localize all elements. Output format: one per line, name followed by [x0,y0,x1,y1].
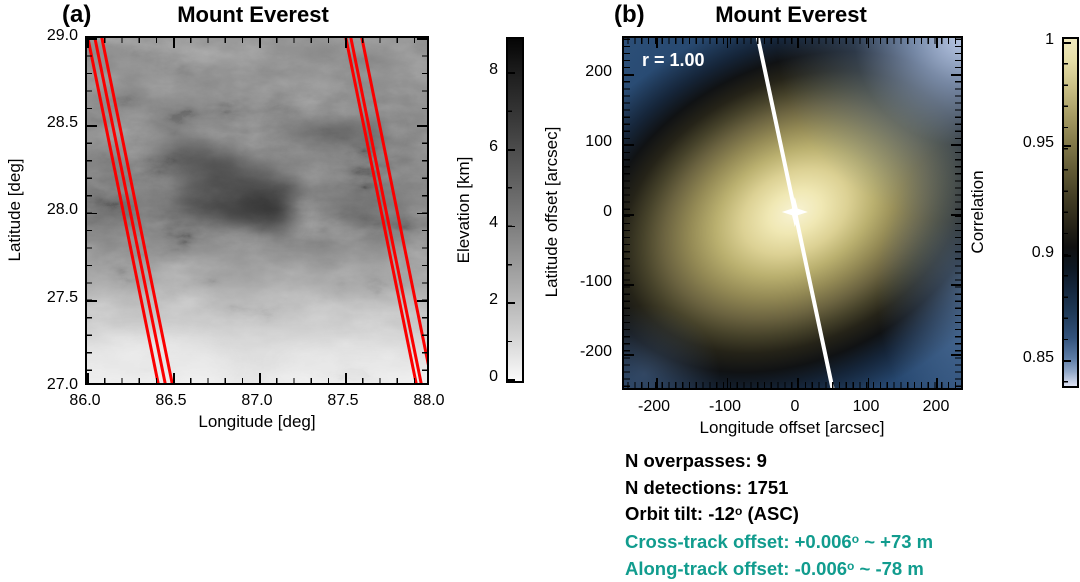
axis-tick-mark [1064,360,1071,362]
panel-b-x-tick: 200 [922,398,950,415]
panel-a-x-tick: 86.5 [155,392,187,409]
annotation-superscript: o [847,558,855,573]
axis-tick-mark [1064,145,1071,147]
panel-b-y-tick: 100 [585,133,612,150]
annotation-text: Orbit tilt: -12 [625,503,735,524]
correlation-colorbar-tick: 0.95 [1022,134,1054,151]
elevation-colorbar-tick: 4 [489,214,498,231]
elevation-colorbar [506,37,524,383]
panel-a-y-tick: 28.5 [46,114,78,131]
annotation-text: (ASC) [742,503,799,524]
panel-b-x-tick: 100 [852,398,880,415]
elevation-colorbar-tick: 2 [489,291,498,308]
axis-tick-mark [508,302,515,304]
correlation-colorbar-tick: 0.85 [1022,349,1054,366]
panel-b-y-tick: 200 [585,63,612,80]
panel-b-label: (b) [614,1,645,28]
elevation-colorbar-tick: 0 [489,368,498,385]
elevation-map-plot [85,36,429,385]
elevation-colorbar-title: Elevation [km] [454,156,473,264]
panel-a-y-tick: 28.0 [46,201,78,218]
panel-b-x-axis-title: Longitude offset [arcsec] [699,418,885,437]
annotation-n-overpasses: N overpasses: 9 [625,450,767,474]
elevation-colorbar-tick: 6 [489,138,498,155]
elevation-map-image [87,38,427,383]
axis-tick-mark [1064,42,1071,44]
axis-tick-mark [508,149,515,151]
annotation-text: Along-track offset: -0.006 [625,558,848,579]
correlation-colorbar-title: Correlation [968,170,987,254]
annotation-text: N overpasses: 9 [625,450,767,471]
annotation-superscript: o [851,531,860,546]
annotation-text: ~ +73 m [859,531,934,552]
panel-b-x-tick: -100 [708,398,742,415]
axis-tick-mark [508,379,515,381]
panel-b-y-tick: -100 [579,273,612,290]
panel-a-x-tick: 86.0 [69,392,101,409]
elevation-colorbar-tick: 8 [489,61,498,78]
annotation-along-track-offset: Along-track offset: -0.006o ~ -78 m [625,558,924,582]
panel-a-title: Mount Everest [177,2,329,27]
correlation-heatmap-plot: r = 1.00 [622,36,963,390]
panel-b-y-tick: -200 [579,343,612,360]
annotation-text: ~ -78 m [854,558,924,579]
correlation-colorbar [1062,37,1079,388]
panel-b-y-tick: 0 [603,203,612,220]
axis-tick-mark [508,225,515,228]
axis-tick-mark [508,72,515,74]
panel-a-y-tick: 29.0 [46,27,78,44]
annotation-n-detections: N detections: 1751 [625,477,788,501]
panel-a-y-tick: 27.0 [46,376,78,393]
annotation-cross-track-offset: Cross-track offset: +0.006o ~ +73 m [625,531,933,555]
annotation-superscript: o [734,503,743,518]
panel-b-title: Mount Everest [715,2,867,27]
panel-b-x-tick: -200 [637,398,671,415]
correlation-colorbar-tick: 0.9 [1031,244,1054,261]
annotation-orbit-tilt: Orbit tilt: -12o (ASC) [625,503,799,527]
panel-a-x-tick: 88.0 [413,392,445,409]
correlation-colorbar-tick: 1 [1045,31,1054,48]
annotation-text: Cross-track offset: +0.006 [625,531,852,552]
panel-a-x-tick: 87.5 [327,392,359,409]
axis-tick-mark [1064,255,1071,257]
panel-b-x-tick: 0 [790,398,800,415]
panel-a-x-tick: 87.0 [241,392,273,409]
panel-a-x-axis-title: Longitude [deg] [198,412,316,431]
panel-a-label: (a) [62,1,92,28]
annotation-text: N detections: 1751 [625,477,789,498]
panel-a-y-axis-title: Latitude [deg] [5,158,24,262]
correlation-value-label: r = 1.00 [642,50,705,70]
panel-a-y-tick: 27.5 [46,289,78,306]
